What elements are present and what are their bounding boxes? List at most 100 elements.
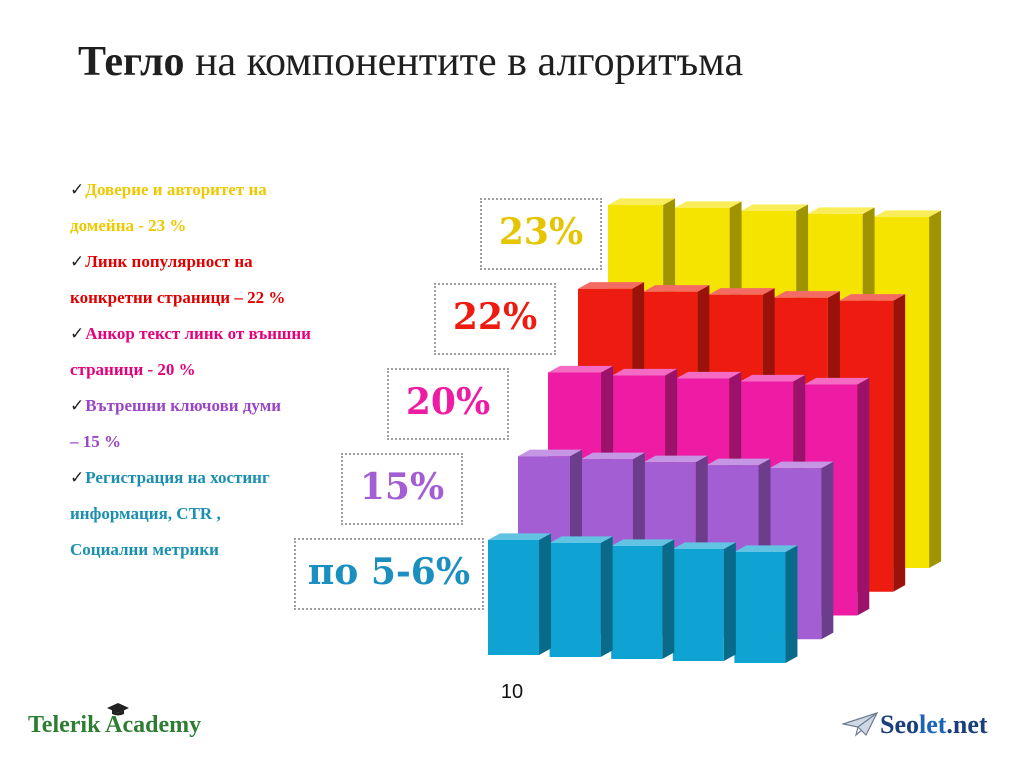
bar-front	[549, 543, 601, 657]
bar-side	[893, 294, 906, 592]
slide-title: Тегло на компонентите в алгоритъма	[78, 38, 743, 86]
percent-label: 20%	[405, 381, 491, 423]
bar-top	[807, 207, 875, 214]
bullet-line: страници - 20 %	[70, 352, 420, 388]
bullet-item: ✓Регистрация на хостинг информация, CTR ,…	[70, 460, 420, 568]
percent-label: 15%	[359, 466, 445, 508]
bullet-item: ✓Линк популярност на конкретни страници –…	[70, 244, 420, 316]
bullet-text: домейна - 23 %	[70, 216, 187, 235]
bar-top	[769, 461, 834, 469]
percent-label-box: 15%	[341, 453, 463, 525]
bar	[611, 539, 675, 659]
percent-label: 22%	[452, 296, 538, 338]
bar-top	[741, 204, 809, 211]
bullet-line: ✓Анкор текст линк от външни	[70, 316, 420, 352]
bullet-text: конкретни страници – 22 %	[70, 288, 286, 307]
bar-top	[672, 542, 736, 549]
checkmark-icon: ✓	[70, 468, 85, 487]
percent-label: 23%	[498, 211, 584, 253]
bullet-list: ✓Доверие и авторитет на домейна - 23 % ✓Ли…	[70, 172, 420, 568]
percent-label-box: 23%	[480, 198, 602, 270]
bar-top	[676, 371, 742, 379]
bullet-line: ✓Доверие и авторитет на	[70, 172, 420, 208]
telerik-academy-logo-text: Telerik Academy	[28, 712, 202, 738]
bar-side	[821, 461, 834, 640]
bar-top	[549, 536, 613, 543]
percent-label-box: 20%	[387, 368, 509, 440]
graduation-cap-icon	[107, 703, 129, 716]
bar-top	[839, 294, 906, 301]
bar-top	[773, 291, 840, 298]
bar-front	[488, 540, 540, 655]
bar-top	[674, 201, 742, 208]
bullet-line: – 15 %	[70, 424, 420, 460]
bar-top	[548, 365, 614, 373]
checkmark-icon: ✓	[70, 180, 85, 199]
bar	[672, 542, 736, 661]
bar-top	[708, 288, 775, 295]
bullet-text: Линк популярност на	[85, 252, 253, 271]
slide-title-rest: на компонентите в алгоритъма	[184, 39, 744, 85]
telerik-academy-logo: Telerik Academy	[28, 703, 202, 739]
seolet-logo-part-let: let	[919, 710, 947, 739]
bullet-item: ✓Анкор текст линк от външни страници - 20…	[70, 316, 420, 388]
bar-top	[488, 533, 552, 540]
bullet-text: Социални метрики	[70, 540, 219, 559]
bar-side	[785, 545, 798, 663]
percent-label-box: по 5-6%	[294, 538, 484, 610]
bar-side	[662, 539, 675, 659]
bar-top	[874, 210, 942, 217]
bar-front	[611, 546, 663, 659]
bullet-line: конкретни страници – 22 %	[70, 280, 420, 316]
bar-side	[600, 536, 613, 657]
bar-side	[723, 542, 736, 661]
bullet-text: Регистрация на хостинг	[85, 468, 270, 487]
bullet-text: Анкор текст линк от външни	[85, 324, 311, 343]
bar-top	[740, 374, 806, 382]
bar-top	[580, 452, 645, 460]
bullet-line: ✓Вътрешни ключови думи	[70, 388, 420, 424]
seolet-logo-part-seo: Seo	[880, 710, 919, 739]
bar-top	[643, 285, 710, 292]
page-number: 10	[500, 681, 524, 703]
bullet-line: домейна - 23 %	[70, 208, 420, 244]
paper-plane-icon	[840, 711, 879, 737]
bar-top	[608, 198, 676, 205]
bar-side	[539, 533, 552, 655]
bar-row	[488, 533, 798, 663]
bar-top	[611, 539, 675, 546]
bullet-item: ✓Вътрешни ключови думи – 15 %	[70, 388, 420, 460]
bar-top	[734, 545, 798, 552]
bar-top	[578, 282, 645, 289]
bullet-text: страници - 20 %	[70, 360, 196, 379]
bar-side	[857, 377, 870, 616]
bullet-line: Социални метрики	[70, 532, 420, 568]
bar-top	[612, 368, 678, 376]
bullet-line: ✓Линк популярност на	[70, 244, 420, 280]
bar	[488, 533, 552, 655]
bar	[549, 536, 613, 657]
slide-title-bold: Тегло	[78, 39, 185, 85]
bar-top	[804, 377, 870, 385]
bullet-text: Вътрешни ключови думи	[85, 396, 282, 415]
bar-front	[734, 552, 786, 663]
bar	[734, 545, 798, 663]
seolet-logo-part-net: .net	[946, 710, 988, 739]
percent-label: по 5-6%	[307, 551, 471, 593]
bullet-text: информация, CTR ,	[70, 504, 221, 523]
bullet-text: Доверие и авторитет на	[85, 180, 267, 199]
bar-side	[929, 210, 942, 568]
bar-top	[706, 458, 771, 466]
checkmark-icon: ✓	[70, 252, 85, 271]
percent-label-box: 22%	[434, 283, 556, 355]
seolet-logo: Seolet.net	[840, 710, 988, 740]
checkmark-icon: ✓	[70, 324, 85, 343]
bar-top	[518, 449, 583, 457]
checkmark-icon: ✓	[70, 396, 85, 415]
bullet-line: информация, CTR ,	[70, 496, 420, 532]
bullet-line: ✓Регистрация на хостинг	[70, 460, 420, 496]
bullet-item: ✓Доверие и авторитет на домейна - 23 %	[70, 172, 420, 244]
bar-top	[643, 455, 708, 463]
bullet-text: – 15 %	[70, 432, 121, 451]
